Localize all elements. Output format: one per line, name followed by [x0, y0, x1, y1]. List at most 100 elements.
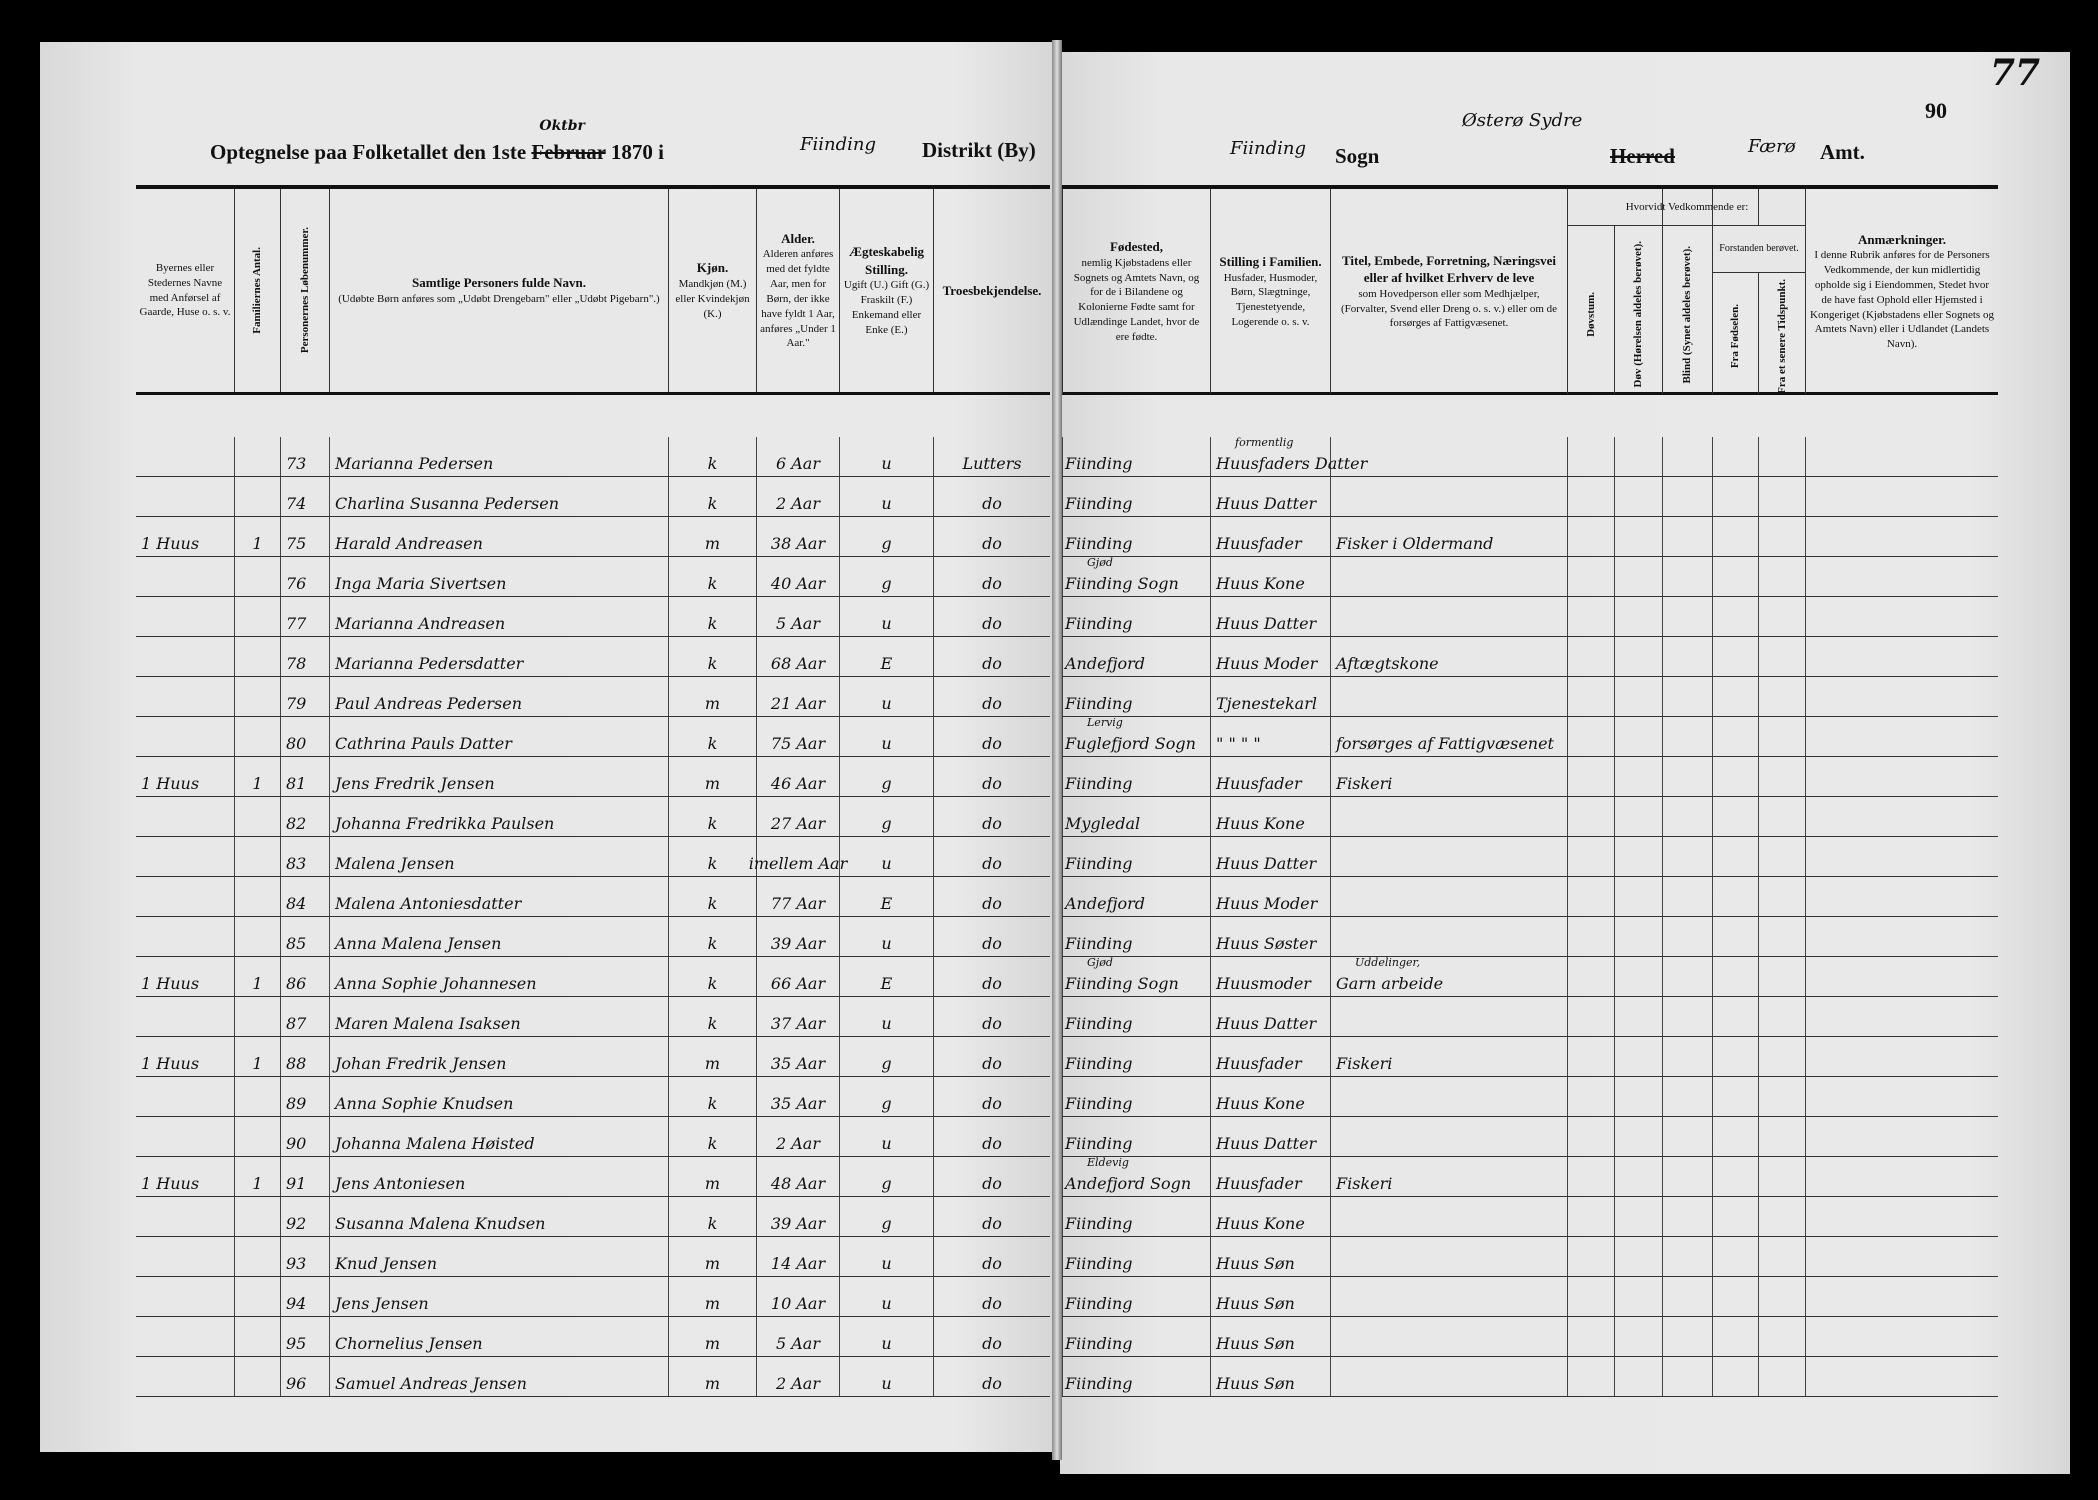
cell-blind	[1663, 1117, 1713, 1156]
table-row: Andefjord Huus Moder Aftægtskone	[1062, 637, 1998, 677]
cell-place	[136, 637, 235, 676]
cell-birthplace: Fiinding	[1062, 1037, 1211, 1076]
cell-birthplace: Fiinding	[1062, 1077, 1211, 1116]
cell-blind	[1663, 637, 1713, 676]
cell-remarks	[1806, 1037, 1998, 1076]
left-table-header: Byernes eller Stedernes Navne med Anførs…	[136, 185, 1050, 395]
cell-birthplace: Fiinding	[1062, 837, 1211, 876]
header-marital: Ægteskabelig Stilling. Ugift (U.) Gift (G…	[840, 189, 934, 392]
cell-position-text: Huus Søn	[1216, 1254, 1295, 1273]
cell-name: Maren Malena Isaksen	[330, 997, 669, 1036]
cell-name: Cathrina Pauls Datter	[330, 717, 669, 756]
header-later: Fra et senere Tidspunkt.	[1759, 189, 1806, 394]
cell-birthplace: Fiinding	[1062, 597, 1211, 636]
cell-remarks	[1806, 1317, 1998, 1356]
header-blind: Blind (Synet aldeles berøvet).	[1663, 189, 1713, 394]
cell-from_birth	[1713, 917, 1759, 956]
cell-blind	[1663, 1197, 1713, 1236]
cell-birthplace: Fiinding Sogn Gjød	[1062, 557, 1211, 596]
cell-age: imellem Aar	[749, 837, 847, 876]
page-fold	[1052, 40, 1062, 1460]
cell-position-text: Huus Moder	[1216, 894, 1318, 913]
cell-faith: do	[982, 734, 1002, 753]
cell-marital: g	[840, 557, 934, 596]
cell-place: 1 Huus	[136, 957, 235, 996]
district-label: Distrikt (By)	[922, 138, 1036, 162]
cell-occupation-text: Aftægtskone	[1336, 654, 1439, 673]
cell-from_birth	[1713, 1317, 1759, 1356]
cell-occupation-text: Garn arbeide	[1336, 974, 1444, 993]
cell-deaf	[1615, 477, 1663, 516]
cell-faith: do	[982, 694, 1002, 713]
left-title: Optegnelse paa Folketallet den 1ste Oktb…	[210, 118, 664, 165]
cell-families	[235, 557, 281, 596]
cell-no: 95	[281, 1317, 330, 1356]
cell-age: 10 Aar	[757, 1277, 840, 1316]
cell-deaf_mute	[1568, 1037, 1615, 1076]
cell-place	[136, 917, 235, 956]
cell-later	[1759, 757, 1806, 796]
cell-families	[235, 1197, 281, 1236]
cell-occupation	[1331, 877, 1568, 916]
header-birthplace: Fødested, nemlig Kjøbstadens eller Sognet…	[1062, 189, 1211, 394]
cell-faith: do	[982, 1134, 1002, 1153]
cell-deaf	[1615, 1157, 1663, 1196]
parish-written: Fiinding	[1230, 138, 1306, 159]
cell-deaf_mute	[1568, 797, 1615, 836]
cell-remarks	[1806, 677, 1998, 716]
cell-deaf	[1615, 1357, 1663, 1396]
cell-position: Huusfader	[1211, 517, 1331, 556]
cell-place	[136, 1197, 235, 1236]
cell-birthplace-note: Gjød	[1087, 956, 1113, 969]
header-name-text: (Udøbte Børn anføres som „Udøbt Drengeba…	[338, 292, 660, 305]
cell-remarks	[1806, 877, 1998, 916]
left-table-body: 73 Marianna Pedersen k 6 Aar u Lutters 74 Charl…	[136, 437, 1050, 1397]
table-row: Fiinding Sogn Gjød Huusmoder Garn arbeide Ud…	[1062, 957, 1998, 997]
header-age-title: Alder.	[781, 230, 815, 246]
cell-sex: k	[669, 557, 757, 596]
header-deaf-title: Døv (Hørelsen aldeles berøvet).	[1632, 241, 1645, 388]
cell-remarks	[1806, 437, 1998, 476]
table-row: 95 Chornelius Jensen m 5 Aar u do	[136, 1317, 1050, 1357]
cell-occupation	[1331, 997, 1568, 1036]
cell-from_birth	[1713, 1157, 1759, 1196]
cell-deaf_mute	[1568, 917, 1615, 956]
cell-no: 79	[281, 677, 330, 716]
cell-faith: do	[982, 894, 1002, 913]
cell-remarks	[1806, 1237, 1998, 1276]
cell-age: 68 Aar	[757, 637, 840, 676]
cell-position-text: Huus Søn	[1216, 1334, 1295, 1353]
cell-place	[136, 557, 235, 596]
cell-families: 1	[235, 1157, 281, 1196]
cell-sex: k	[669, 597, 757, 636]
cell-occupation	[1331, 597, 1568, 636]
table-row: 1 Huus 1 88 Johan Fredrik Jensen m 35 Aar g do	[136, 1037, 1050, 1077]
cell-faith: do	[982, 1214, 1002, 1233]
cell-position: Huus Kone	[1211, 797, 1331, 836]
cell-families	[235, 997, 281, 1036]
cell-blind	[1663, 1037, 1713, 1076]
cell-marital: g	[840, 1157, 934, 1196]
cell-remarks	[1806, 477, 1998, 516]
header-deaf-mute-title: Døvstum.	[1584, 291, 1597, 337]
cell-occupation-text: Fisker i Oldermand	[1336, 534, 1494, 553]
cell-age: 35 Aar	[757, 1037, 840, 1076]
header-place: Byernes eller Stedernes Navne med Anførs…	[136, 189, 235, 392]
cell-occupation: Fisker i Oldermand	[1331, 517, 1568, 556]
cell-deaf_mute	[1568, 677, 1615, 716]
cell-remarks	[1806, 1197, 1998, 1236]
cell-sex: k	[669, 917, 757, 956]
cell-occupation	[1331, 837, 1568, 876]
cell-deaf_mute	[1568, 1077, 1615, 1116]
cell-marital: u	[840, 917, 934, 956]
cell-deaf	[1615, 757, 1663, 796]
cell-later	[1759, 1117, 1806, 1156]
cell-later	[1759, 797, 1806, 836]
cell-marital: g	[840, 1037, 934, 1076]
cell-place: 1 Huus	[136, 1037, 235, 1076]
cell-age: 38 Aar	[757, 517, 840, 556]
cell-age: 14 Aar	[757, 1237, 840, 1276]
table-row: 94 Jens Jensen m 10 Aar u do	[136, 1277, 1050, 1317]
cell-position-text: Huusfader	[1216, 774, 1302, 793]
cell-from_birth	[1713, 1197, 1759, 1236]
